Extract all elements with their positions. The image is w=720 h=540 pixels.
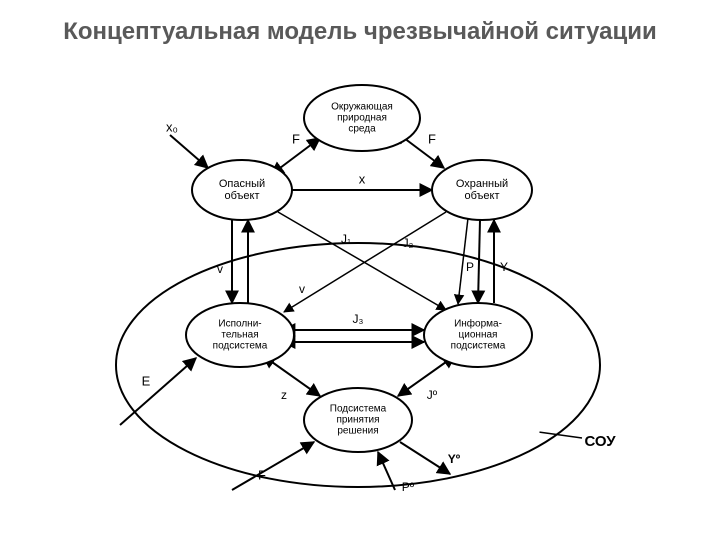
edge-label-ext-exec: E: [142, 373, 151, 388]
edge-label-info-dec: Jº: [427, 388, 438, 402]
edge-label-guard-info_P: P: [466, 260, 474, 274]
edge-label-dec-extY: Yº: [448, 452, 461, 466]
node-info-label-1: ционная: [459, 330, 498, 341]
node-guard-label-0: Охранный: [456, 178, 508, 190]
node-hazard-label-0: Опасный: [219, 178, 265, 190]
edge-label-hazard-exec: v: [217, 262, 223, 276]
node-dec-label-0: Подсистема: [330, 404, 387, 415]
edge-info-dec: [398, 362, 446, 396]
node-dec-label-1: принятия: [336, 415, 379, 426]
edge-label-info-guard_Y: Y: [500, 260, 508, 274]
edge-label-exec-info: J₃: [353, 312, 364, 326]
node-exec-label-0: Исполни-: [218, 319, 261, 330]
edge-label-extP-dec: Pº: [402, 480, 415, 494]
edge-exec-dec: [272, 362, 320, 396]
nodes-layer: ОкружающаяприроднаясредаОпасныйобъектОхр…: [186, 85, 532, 452]
node-env-label-1: природная: [337, 113, 387, 124]
edge-ext-exec: [120, 358, 196, 425]
edge-guard-exec: [284, 212, 446, 312]
node-env-label-0: Окружающая: [331, 102, 393, 113]
diagram: СОУ ОкружающаяприроднаясредаОпасныйобъек…: [0, 0, 720, 540]
node-info-label-2: подсистема: [451, 341, 506, 352]
edge-label-exec-dec: z: [281, 388, 287, 402]
edge-label-hazard-env: F: [292, 131, 300, 146]
node-dec-label-2: решения: [337, 426, 378, 437]
edge-hazard-env: [280, 138, 320, 168]
edge-dec-extY: [400, 442, 450, 474]
node-hazard-label-1: объект: [224, 190, 259, 202]
edge-label-hazard-info: J₁: [341, 232, 351, 246]
edge-label-guard-exec: v: [299, 282, 305, 296]
edge-label-hazard-guard: x: [359, 171, 366, 186]
edge-x0-hazard: [170, 135, 208, 168]
edge-label-guard-info_J2: J₂: [403, 236, 414, 250]
node-guard-label-1: объект: [464, 190, 499, 202]
node-exec-label-1: тельная: [221, 330, 258, 341]
edge-env-guard: [404, 138, 444, 168]
sou-leader: [540, 432, 583, 438]
sou-label: СОУ: [584, 433, 616, 450]
edge-guard-info_P: [478, 220, 480, 303]
edge-label-x0-hazard: x₀: [166, 119, 178, 134]
edge-label-env-guard: F: [428, 131, 436, 146]
node-exec-label-2: подсистема: [213, 341, 268, 352]
edge-extP-dec: [378, 452, 395, 490]
node-env-label-2: среда: [348, 124, 376, 135]
node-info-label-0: Информа-: [454, 318, 502, 330]
edge-label-extF-dec: F: [258, 467, 266, 482]
